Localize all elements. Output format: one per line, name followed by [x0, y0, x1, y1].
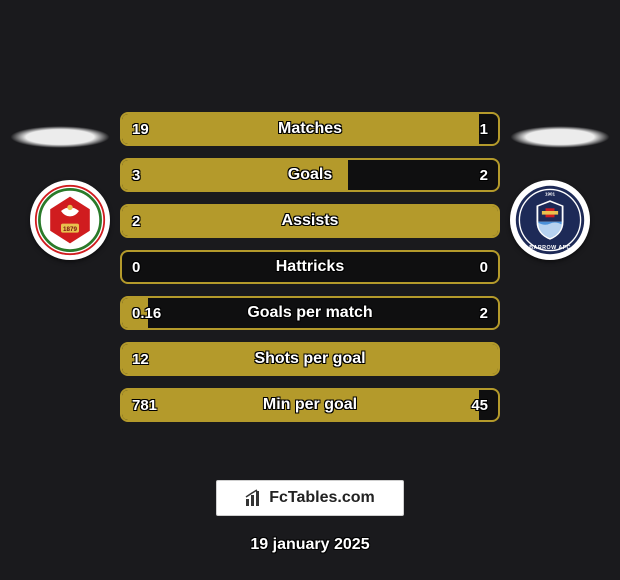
footer: FcTables.com 19 january 2025: [0, 480, 620, 554]
stat-value-right: 2: [470, 298, 498, 328]
stat-row: 0.16Goals per match2: [120, 296, 500, 330]
stat-value-right: [478, 344, 498, 374]
stat-label: Goals: [122, 160, 498, 190]
brand-text: FcTables.com: [269, 489, 375, 507]
stat-label: Hattricks: [122, 252, 498, 282]
stat-value-right: [478, 206, 498, 236]
stat-value-right: 1: [470, 114, 498, 144]
stat-label: Matches: [122, 114, 498, 144]
stat-value-right: 45: [461, 390, 498, 420]
stat-value-right: 2: [470, 160, 498, 190]
brand-box: FcTables.com: [216, 480, 404, 516]
stat-label: Min per goal: [122, 390, 498, 420]
stat-label: Goals per match: [122, 298, 498, 328]
stat-row: 0Hattricks0: [120, 250, 500, 284]
stat-row: 781Min per goal45: [120, 388, 500, 422]
chart-icon: [245, 489, 263, 507]
stat-label: Assists: [122, 206, 498, 236]
stats-panel: 19Matches13Goals22Assists0Hattricks00.16…: [0, 112, 620, 434]
stats-rows: 19Matches13Goals22Assists0Hattricks00.16…: [120, 112, 500, 422]
stat-label: Shots per goal: [122, 344, 498, 374]
date-text: 19 january 2025: [0, 536, 620, 554]
stat-row: 12Shots per goal: [120, 342, 500, 376]
stat-value-right: 0: [470, 252, 498, 282]
stat-row: 3Goals2: [120, 158, 500, 192]
stat-row: 19Matches1: [120, 112, 500, 146]
stat-row: 2Assists: [120, 204, 500, 238]
